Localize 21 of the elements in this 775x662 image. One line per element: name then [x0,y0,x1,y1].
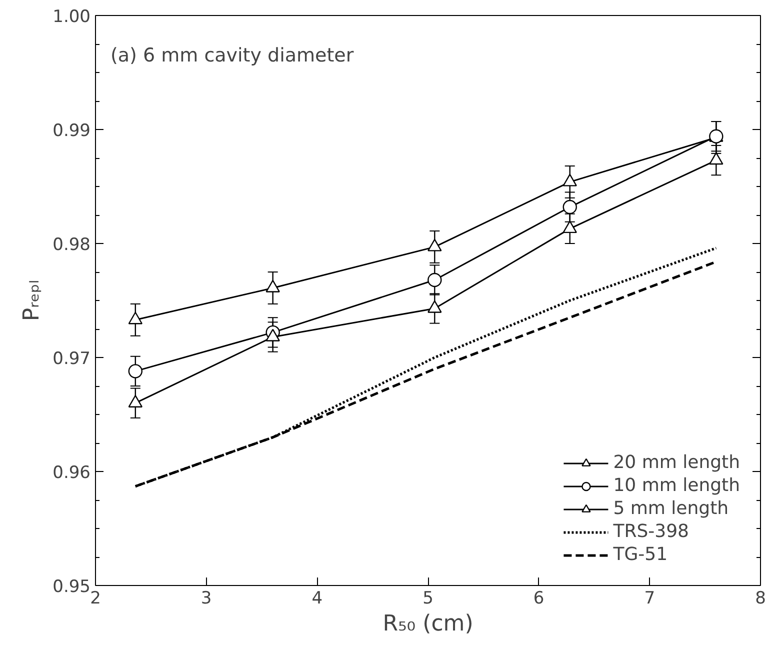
y-tick-label: 0.96 [52,463,91,483]
x-tick-label: 3 [200,588,212,608]
y-tick-label: 0.97 [52,349,91,369]
x-tick-label: 4 [312,588,323,608]
legend-label: TG-51 [613,544,668,565]
y-axis-title: Pᵣₑₚₗ [20,280,45,322]
legend-label: TRS-398 [613,521,689,542]
y-tick-label: 0.98 [52,235,91,255]
x-tick-label: 7 [644,588,656,608]
y-tick-label: 0.99 [52,121,91,141]
legend-label: 10 mm length [613,475,740,496]
y-tick-label: 1.00 [52,7,91,27]
x-tick-label: 8 [755,588,766,608]
legend-label: 5 mm length [613,498,729,519]
x-tick-label: 6 [533,588,544,608]
x-tick-label: 5 [422,588,434,608]
x-tick-label: 2 [90,588,101,608]
annotation: (a) 6 mm cavity diameter [110,44,354,66]
x-axis-title: R₅₀ (cm) [382,612,474,636]
y-tick-label: 0.95 [52,577,91,597]
legend-label: 20 mm length [613,452,740,473]
